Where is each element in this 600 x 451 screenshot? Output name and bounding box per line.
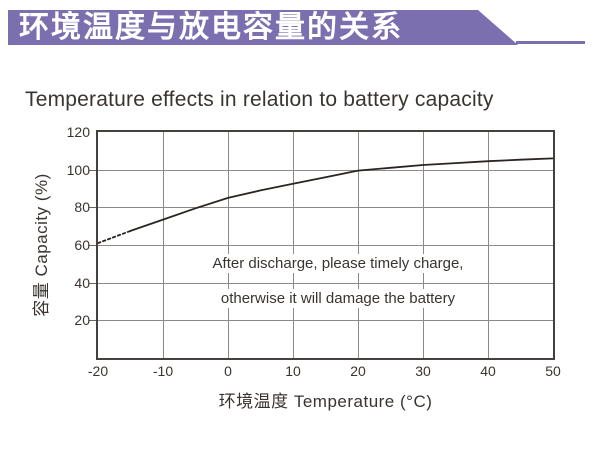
- y-tick-mark: [89, 245, 96, 246]
- y-tick-mark: [89, 282, 96, 284]
- y-tick-mark: [89, 207, 96, 209]
- header-banner-underline: [516, 41, 585, 44]
- x-tick-label: 10: [285, 363, 301, 379]
- gridline-horizontal: [98, 245, 553, 246]
- gridline-horizontal: [98, 169, 553, 171]
- x-tick-label: 30: [415, 363, 431, 379]
- annotation-line-2: otherwise it will damage the battery: [212, 289, 464, 308]
- header-banner: 环境温度与放电容量的关系: [8, 10, 518, 45]
- y-tick-label: 60: [74, 237, 90, 253]
- x-tick-label: 40: [480, 363, 496, 379]
- gridline-horizontal: [98, 282, 553, 284]
- gridline-horizontal: [98, 320, 553, 322]
- x-tick-label: -10: [152, 363, 174, 379]
- curve-solid-segment: [129, 157, 553, 232]
- y-tick-label: 20: [74, 312, 90, 329]
- x-tick-label: -20: [87, 363, 109, 379]
- x-axis-title: 环境温度 Temperature (°C): [218, 392, 433, 411]
- y-tick-label: 120: [66, 124, 90, 140]
- curve-dashed-segment: [98, 230, 132, 244]
- y-tick-label: 100: [66, 161, 90, 178]
- plot-area: After discharge, please timely charge, o…: [96, 130, 555, 360]
- y-tick-label: 40: [74, 274, 90, 291]
- page-title: 环境温度与放电容量的关系: [19, 11, 403, 44]
- x-tick-label: 0: [224, 363, 232, 379]
- gridline-horizontal: [98, 207, 553, 209]
- y-tick-mark: [89, 320, 96, 322]
- y-tick-mark: [89, 169, 96, 171]
- x-tick-label: 50: [545, 363, 561, 379]
- y-axis-title: 容量 Capacity (%): [32, 173, 51, 317]
- y-tick-label: 80: [74, 199, 90, 216]
- x-tick-label: 20: [350, 363, 366, 379]
- capacity-curve: [98, 157, 553, 244]
- annotation-line-1: After discharge, please timely charge,: [204, 254, 472, 273]
- chart-title: Temperature effects in relation to batte…: [25, 88, 494, 111]
